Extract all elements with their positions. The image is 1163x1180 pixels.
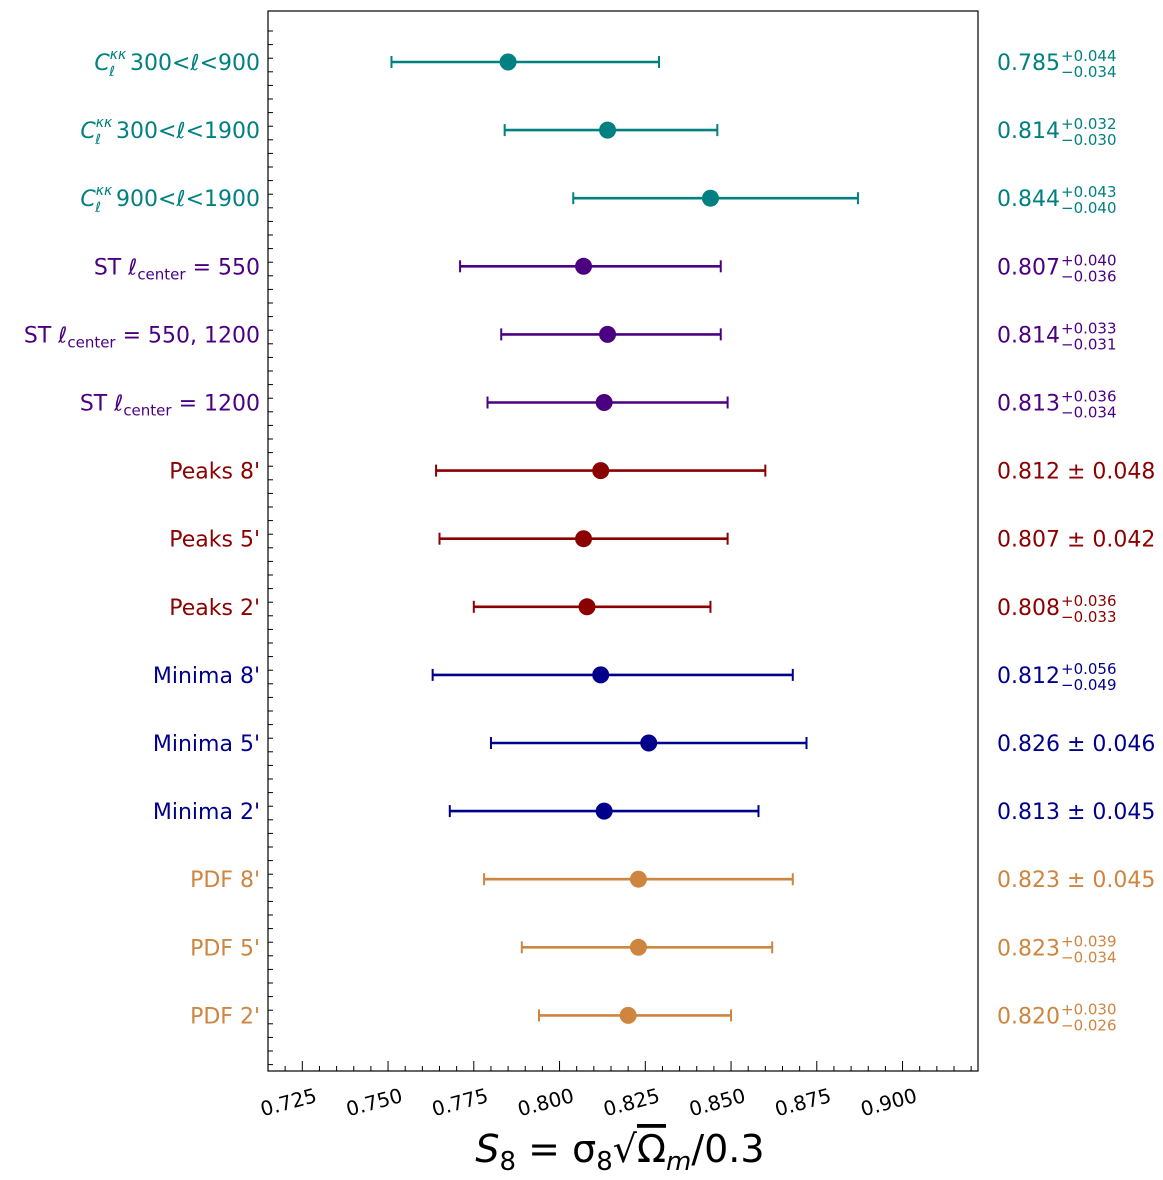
row-label: Cκκ ℓ 300<ℓ<1900 xyxy=(80,115,260,148)
row-value-plus: +0.043 xyxy=(1061,183,1117,201)
x-tick-label: 0.850 xyxy=(686,1083,748,1121)
row-label: Minima 5' xyxy=(153,732,260,757)
row-value-minus: −0.026 xyxy=(1061,1016,1117,1034)
x-tick-label: 0.900 xyxy=(858,1083,920,1121)
row-value-plus: +0.036 xyxy=(1061,388,1117,406)
data-point xyxy=(595,394,613,411)
row-value-plus: +0.030 xyxy=(1061,1000,1117,1018)
x-tick-label: 0.775 xyxy=(429,1083,491,1121)
row-label: Peaks 5' xyxy=(169,528,260,553)
data-point xyxy=(592,462,610,480)
y-minor-ticks xyxy=(268,30,273,1066)
row-label: Cκκ ℓ 300<ℓ<900 xyxy=(94,47,260,80)
row-label: PDF 2' xyxy=(190,1004,260,1029)
row-value: 0.820 xyxy=(997,1004,1060,1029)
row-value-plus: +0.056 xyxy=(1061,660,1117,678)
row-value: 0.814 xyxy=(997,323,1060,348)
row-value-plus: +0.039 xyxy=(1061,932,1117,950)
errorbar-row: ST ℓcenter = 1200 0.813 +0.036−0.034 xyxy=(80,388,1117,422)
row-value: 0.823 ± 0.045 xyxy=(997,868,1155,893)
row-value: 0.812 xyxy=(997,664,1060,689)
row-value: 0.808 xyxy=(997,596,1060,621)
x-tick-label: 0.875 xyxy=(772,1083,834,1121)
data-point xyxy=(575,257,593,275)
errorbar-row: PDF 8' 0.823 ± 0.045 xyxy=(190,868,1155,893)
row-label: PDF 8' xyxy=(190,868,260,893)
row-value: 0.813 ± 0.045 xyxy=(997,800,1155,825)
errorbar-row: Peaks 8' 0.812 ± 0.048 xyxy=(169,460,1155,485)
data-point xyxy=(599,325,617,343)
errorbar-row: Minima 2' 0.813 ± 0.045 xyxy=(153,800,1156,825)
errorbar-row: Cκκ ℓ 900<ℓ<1900 0.844 +0.043−0.040 xyxy=(80,183,1116,217)
row-label: PDF 5' xyxy=(190,936,260,961)
data-point xyxy=(701,189,719,207)
row-value: 0.826 ± 0.046 xyxy=(997,732,1155,757)
row-label: ST ℓcenter = 550, 1200 xyxy=(24,323,260,351)
row-value-minus: −0.049 xyxy=(1061,676,1117,694)
plot-frame xyxy=(267,10,979,1072)
row-label: Peaks 8' xyxy=(169,460,260,485)
row-value-minus: −0.030 xyxy=(1061,131,1117,149)
x-tick-label: 0.825 xyxy=(601,1083,663,1121)
errorbar-row: PDF 2' 0.820 +0.030−0.026 xyxy=(190,1000,1116,1034)
row-label: ST ℓcenter = 550 xyxy=(94,255,260,283)
row-label: ST ℓcenter = 1200 xyxy=(80,392,260,420)
row-value: 0.785 xyxy=(997,51,1060,76)
errorbar-row: ST ℓcenter = 550, 1200 0.814 +0.033−0.031 xyxy=(24,319,1117,353)
row-value-minus: −0.036 xyxy=(1061,267,1117,285)
row-value: 0.812 ± 0.048 xyxy=(997,460,1155,485)
row-value: 0.807 ± 0.042 xyxy=(997,528,1155,553)
row-value: 0.814 xyxy=(997,119,1060,144)
row-value-minus: −0.034 xyxy=(1061,63,1117,81)
row-value-plus: +0.032 xyxy=(1061,115,1117,133)
errorbar-row: Peaks 2' 0.808 +0.036−0.033 xyxy=(169,592,1116,626)
x-tick-label: 0.725 xyxy=(258,1083,320,1121)
row-value: 0.844 xyxy=(997,187,1060,212)
data-point xyxy=(499,53,517,71)
errorbar-row: Peaks 5' 0.807 ± 0.042 xyxy=(169,528,1155,553)
row-label: Peaks 2' xyxy=(169,596,260,621)
row-value-plus: +0.044 xyxy=(1061,47,1117,65)
row-value: 0.813 xyxy=(997,392,1060,417)
row-value: 0.807 xyxy=(997,255,1060,280)
data-point xyxy=(595,802,613,820)
data-point xyxy=(640,734,658,752)
errorbar-row: ST ℓcenter = 550 0.807 +0.040−0.036 xyxy=(94,251,1117,285)
row-value-minus: −0.034 xyxy=(1061,948,1117,966)
data-point xyxy=(629,938,647,956)
errorbar-row: Cκκ ℓ 300<ℓ<900 0.785 +0.044−0.034 xyxy=(94,47,1116,81)
data-point xyxy=(599,121,617,139)
row-value: 0.823 xyxy=(997,936,1060,961)
data-point xyxy=(619,1006,637,1024)
errorbar-row: Minima 8' 0.812 +0.056−0.049 xyxy=(153,660,1117,694)
row-value-plus: +0.040 xyxy=(1061,251,1117,269)
row-value-minus: −0.034 xyxy=(1061,404,1117,422)
row-value-plus: +0.036 xyxy=(1061,592,1117,610)
x-axis-label: S8 = σ8√Ωm/0.3 xyxy=(475,1127,764,1177)
data-point xyxy=(575,530,593,548)
row-value-minus: −0.031 xyxy=(1061,335,1117,353)
errorbar-row: Cκκ ℓ 300<ℓ<1900 0.814 +0.032−0.030 xyxy=(80,115,1116,149)
errorbar-row: Minima 5' 0.826 ± 0.046 xyxy=(153,732,1156,757)
row-label: Cκκ ℓ 900<ℓ<1900 xyxy=(80,183,260,216)
x-tick-label: 0.750 xyxy=(343,1083,405,1121)
row-label: Minima 2' xyxy=(153,800,260,825)
row-value-plus: +0.033 xyxy=(1061,319,1117,337)
row-value-minus: −0.033 xyxy=(1061,608,1117,626)
errorbar-row: PDF 5' 0.823 +0.039−0.034 xyxy=(190,932,1116,966)
row-label: Minima 8' xyxy=(153,664,260,689)
data-point xyxy=(578,598,596,616)
data-point xyxy=(592,666,610,684)
x-axis-ticks: 0.725 0.750 0.775 0.800 0.825 0.850 0.875 0.900 xyxy=(258,1061,972,1121)
data-point xyxy=(629,870,647,888)
x-tick-label: 0.800 xyxy=(515,1083,577,1121)
row-value-minus: −0.040 xyxy=(1061,199,1117,217)
